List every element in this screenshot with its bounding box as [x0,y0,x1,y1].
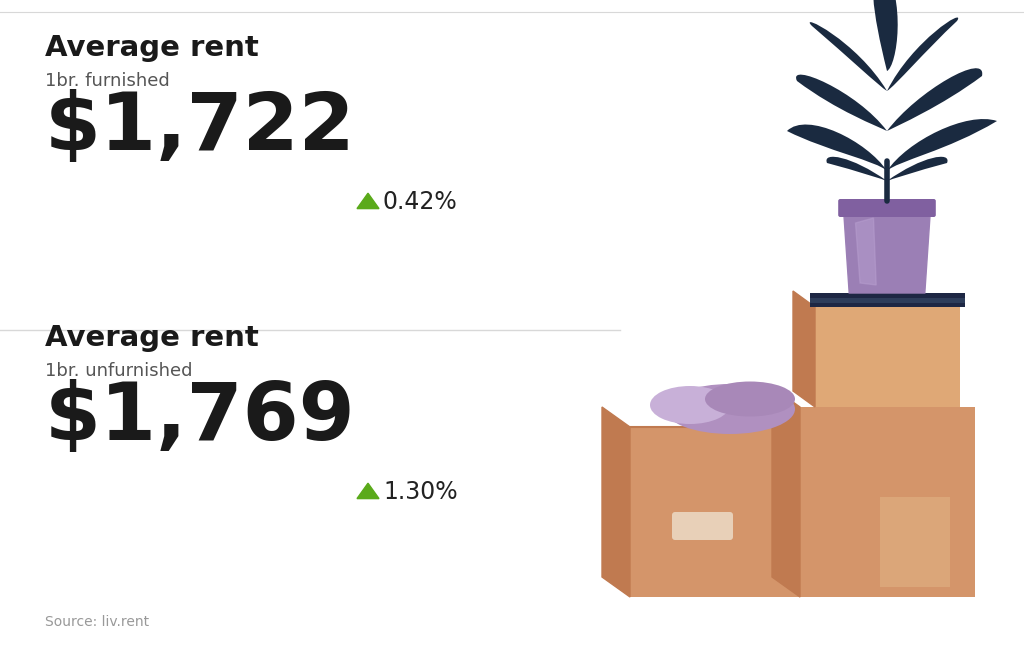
Text: Average rent: Average rent [45,34,259,62]
FancyBboxPatch shape [672,512,733,540]
FancyBboxPatch shape [815,307,961,407]
PathPatch shape [887,119,997,171]
Polygon shape [357,483,379,499]
Text: 1br. furnished: 1br. furnished [45,72,170,90]
PathPatch shape [872,0,898,71]
FancyBboxPatch shape [800,407,975,597]
PathPatch shape [887,157,947,181]
Polygon shape [844,213,930,293]
PathPatch shape [887,68,982,131]
PathPatch shape [810,22,887,91]
Ellipse shape [705,382,795,417]
Text: $1,769: $1,769 [45,379,355,457]
Polygon shape [357,193,379,209]
FancyBboxPatch shape [839,199,936,217]
Ellipse shape [650,386,730,424]
FancyBboxPatch shape [810,298,965,303]
Text: $1,722: $1,722 [45,89,355,167]
PathPatch shape [787,125,887,171]
FancyBboxPatch shape [630,427,805,597]
PathPatch shape [796,75,887,131]
Ellipse shape [665,384,795,434]
PathPatch shape [826,157,887,181]
Text: Average rent: Average rent [45,324,259,352]
Polygon shape [602,407,630,597]
Polygon shape [855,218,877,285]
Text: 1.30%: 1.30% [383,480,458,504]
FancyBboxPatch shape [810,293,965,307]
FancyBboxPatch shape [880,497,950,587]
Text: 0.42%: 0.42% [383,190,458,214]
Polygon shape [772,387,800,597]
Polygon shape [793,291,815,407]
Text: Source: liv.rent: Source: liv.rent [45,615,150,629]
PathPatch shape [887,18,958,91]
Text: 1br. unfurnished: 1br. unfurnished [45,362,193,380]
